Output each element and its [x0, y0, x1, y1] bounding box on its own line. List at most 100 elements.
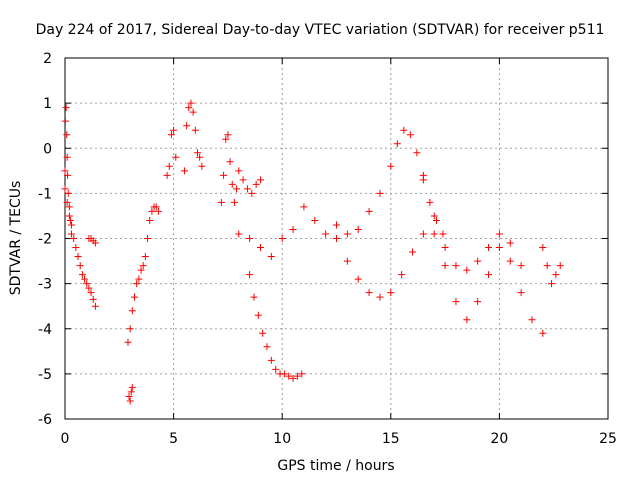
- x-axis-label: GPS time / hours: [277, 458, 394, 474]
- data-point-loop-lower: [506, 257, 514, 265]
- data-point-loop-lower: [387, 289, 395, 297]
- data-point-start-spike: [64, 189, 72, 197]
- data-point-hump-5h: [193, 149, 201, 157]
- data-point-hump-5h: [165, 162, 173, 170]
- data-point-mid-9-12h: [246, 235, 254, 242]
- data-point-loop-upper: [406, 131, 414, 139]
- data-point-loop-upper: [376, 189, 384, 197]
- y-tick-label: -5: [38, 367, 52, 383]
- data-point-main: [89, 295, 97, 303]
- data-point-descent-8-11h: [280, 370, 288, 378]
- data-point-loop-upper: [333, 221, 340, 229]
- data-point-main: [74, 253, 82, 261]
- data-point-hump-5h: [180, 167, 188, 175]
- data-point-cluster-7-8h: [224, 131, 232, 139]
- data-point-loop-lower: [539, 329, 547, 337]
- data-point-cluster-7-8h: [230, 198, 238, 206]
- data-point-mid-9-12h: [300, 203, 308, 211]
- data-point-mid-band: [419, 176, 427, 184]
- data-point-cluster-7-8h: [239, 176, 247, 184]
- data-point-descent-8-11h: [267, 356, 275, 364]
- y-tick-label: -4: [38, 322, 52, 338]
- data-point-hump-5h: [191, 126, 199, 134]
- data-point-mid-band: [474, 257, 482, 265]
- data-point-rise-3h: [154, 207, 162, 215]
- data-point-loop-upper: [400, 126, 408, 134]
- data-point-hump-5h: [187, 99, 195, 107]
- chart-title: Day 224 of 2017, Sidereal Day-to-day VTE…: [36, 22, 605, 38]
- x-tick-label: 25: [599, 431, 617, 447]
- data-point-loop-lower: [419, 230, 427, 238]
- data-point-cluster-7-8h: [256, 176, 264, 184]
- data-point-mid-9-12h: [235, 230, 243, 238]
- data-point-rise-3h: [126, 325, 134, 333]
- y-tick-label: 0: [43, 141, 52, 157]
- data-point-descent-8-11h: [272, 365, 280, 373]
- data-point-loop-lower: [463, 316, 471, 324]
- data-point-loop-lower: [485, 271, 493, 279]
- data-point-loop-upper: [413, 149, 421, 157]
- data-point-main: [78, 271, 86, 279]
- data-point-mid-9-12h: [289, 225, 297, 233]
- data-point-low-3h: [128, 383, 136, 391]
- data-point-cluster-7-8h: [228, 180, 236, 188]
- data-point-start-spike: [63, 153, 71, 161]
- data-point-end-22-23h: [539, 244, 547, 252]
- data-point-rise-3h: [144, 235, 152, 242]
- data-point-loop-upper: [439, 230, 447, 238]
- data-point-end-22-23h: [548, 280, 556, 288]
- data-point-mid-9-12h: [311, 216, 319, 224]
- data-point-rise-3h: [141, 253, 149, 261]
- data-point-cluster-7-8h: [217, 198, 225, 206]
- data-point-loop-lower: [333, 235, 340, 242]
- axis-ticks: 0 5 10 15 20 25 -6 -5 -4 -3 -2 -1 0 1 2: [38, 51, 617, 447]
- data-point-cluster-7-8h: [222, 135, 230, 143]
- data-point-low-3h: [127, 388, 135, 396]
- data-point-hump-5h: [189, 108, 197, 116]
- y-tick-label: 2: [43, 51, 52, 67]
- data-point-cluster-7-8h: [243, 185, 251, 193]
- data-point-start-spike: [62, 104, 70, 112]
- x-tick-label: 10: [273, 431, 291, 447]
- data-point-rise-3h: [148, 207, 156, 215]
- data-point-mid-band: [463, 266, 471, 274]
- data-point-low-3h: [125, 392, 133, 400]
- data-point-descent-8-11h: [259, 329, 267, 337]
- data-point-rise-3h: [124, 338, 132, 346]
- data-point-loop-upper: [343, 230, 351, 238]
- data-point-hump-5h: [183, 122, 191, 130]
- x-tick-label: 0: [61, 431, 70, 447]
- x-tick-label: 15: [382, 431, 400, 447]
- data-point-main: [87, 289, 95, 297]
- data-point-descent-8-11h: [298, 370, 306, 378]
- data-point-loop-lower: [398, 271, 406, 279]
- data-point-main: [63, 198, 71, 206]
- data-point-cluster-7-8h: [248, 189, 256, 197]
- data-point-main: [83, 280, 91, 288]
- data-point-mid-9-12h: [322, 230, 330, 238]
- data-point-hump-5h: [196, 153, 204, 161]
- data-point-loop-lower: [517, 289, 525, 297]
- y-tick-label: -1: [38, 186, 52, 202]
- data-point-loop-lower: [474, 298, 482, 306]
- data-point-main: [81, 275, 89, 283]
- data-point-loop-upper: [432, 216, 440, 224]
- data-point-main: [85, 284, 93, 292]
- data-point-start-spike: [63, 131, 71, 139]
- data-point-cluster-7-8h: [235, 167, 243, 175]
- data-point-loop-lower: [409, 248, 417, 256]
- y-tick-label: -2: [38, 232, 52, 248]
- data-point-loop-lower: [441, 262, 449, 270]
- data-point-loop-upper: [354, 225, 362, 233]
- data-point-rise-3h: [139, 262, 147, 270]
- data-point-loop-upper: [365, 207, 373, 215]
- data-point-loop-lower: [430, 230, 438, 238]
- data-point-start-spike: [61, 117, 69, 125]
- data-point-loop-lower: [365, 289, 373, 297]
- data-point-descent-8-11h: [263, 343, 271, 351]
- data-point-loop-lower: [495, 244, 503, 252]
- data-point-mid-band: [452, 262, 460, 270]
- y-tick-label: -6: [38, 412, 52, 428]
- data-point-loop-lower: [528, 316, 536, 324]
